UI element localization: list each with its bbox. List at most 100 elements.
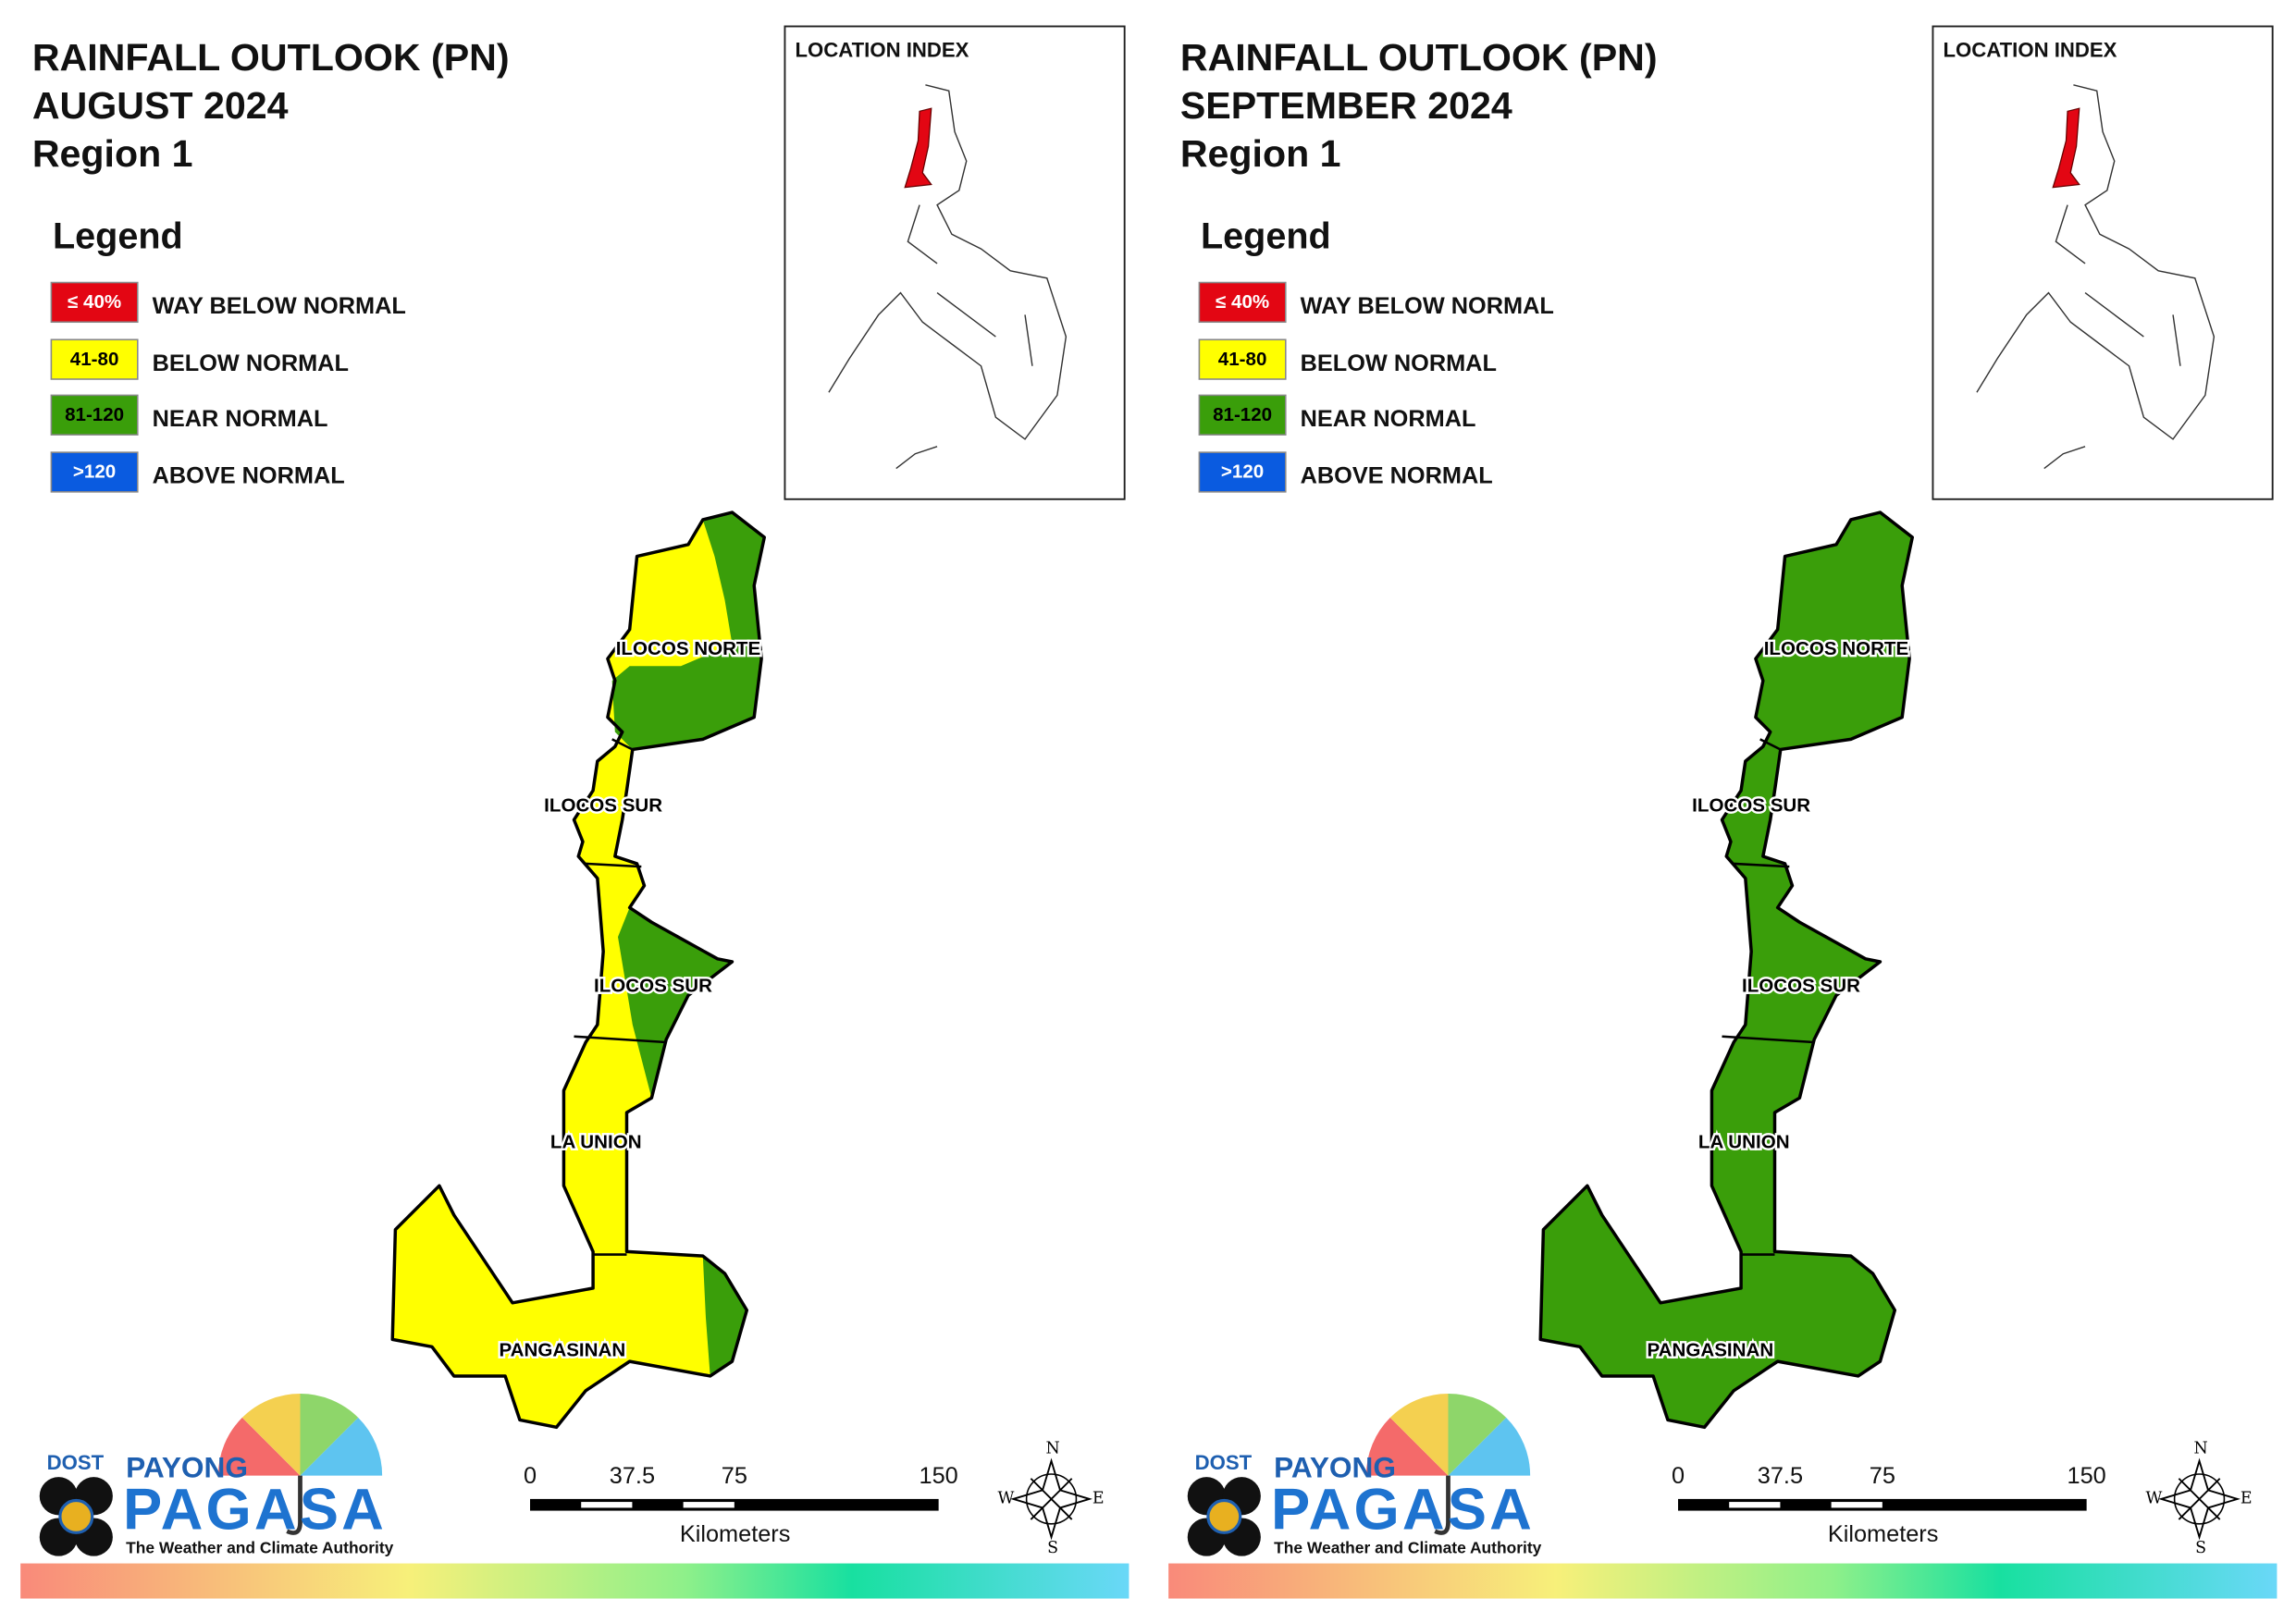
province-border: [574, 1035, 667, 1044]
province-label: LA UNION: [550, 1132, 642, 1153]
umbrella-segment: [1365, 1417, 1449, 1476]
zone-fill: [611, 512, 765, 750]
legend-label: ≤ 40%: [1216, 291, 1269, 313]
title-line: AUGUST 2024: [32, 84, 289, 127]
legend-text: ABOVE NORMAL: [1301, 463, 1493, 489]
legend-text: WAY BELOW NORMAL: [1301, 293, 1554, 319]
scale-unit: Kilometers: [680, 1521, 791, 1547]
legend-label: >120: [1221, 461, 1264, 483]
compass-letter: W: [998, 1489, 1015, 1507]
logo-name: PAGASA: [1271, 1477, 1535, 1542]
legend-swatch: [1198, 451, 1287, 493]
province-label: ILOCOS SUR: [544, 795, 662, 817]
logo-brand: PAYONG: [1274, 1451, 1396, 1484]
province-border: [1759, 738, 1782, 751]
scale-segment: [683, 1502, 734, 1508]
legend-text: NEAR NORMAL: [1301, 406, 1476, 432]
title-line: RAINFALL OUTLOOK (PN): [1180, 36, 1658, 79]
province-border: [586, 862, 642, 868]
compass-rose: [2158, 1457, 2240, 1541]
panel: RAINFALL OUTLOOK (PN) SEPTEMBER 2024 Regio…: [1168, 25, 2277, 1599]
zone-fill: [617, 907, 733, 1099]
title-line: SEPTEMBER 2024: [1180, 84, 1512, 127]
legend-label: 41-80: [1218, 349, 1267, 370]
compass-letter: E: [1092, 1489, 1105, 1507]
panel: RAINFALL OUTLOOK (PN) AUGUST 2024 Region 1…: [20, 25, 1129, 1599]
umbrella-segment: [217, 1417, 301, 1476]
umbrella-segment: [300, 1417, 383, 1476]
umbrella-segment: [300, 1393, 359, 1476]
scale-tick-label: 37.5: [610, 1463, 655, 1489]
compass-letter: E: [2240, 1489, 2253, 1507]
title-line: RAINFALL OUTLOOK (PN): [32, 36, 510, 79]
compass-letter: S: [1047, 1539, 1058, 1557]
logo-tagline: The Weather and Climate Authority: [1274, 1538, 1541, 1556]
scale-segment: [581, 1502, 633, 1508]
scale-segment: [1831, 1502, 1882, 1508]
umbrella-segment: [1448, 1417, 1531, 1476]
province-border: [1734, 862, 1790, 868]
legend-label: >120: [73, 461, 116, 483]
legend-title: Legend: [1201, 215, 1331, 256]
scale-tick-label: 75: [722, 1463, 747, 1489]
province-border: [1722, 1035, 1815, 1044]
legend-swatch: [1198, 281, 1287, 324]
legend-swatch: [1198, 394, 1287, 436]
umbrella-segment: [1389, 1393, 1449, 1476]
logo-tagline: The Weather and Climate Authority: [126, 1538, 393, 1556]
logo-center: [58, 1498, 94, 1534]
province-label: ILOCOS SUR: [1692, 795, 1810, 817]
umbrella-handle: [1434, 1475, 1450, 1535]
legend-swatch: [50, 394, 139, 436]
scale-segment: [1729, 1502, 1781, 1508]
legend-swatch: [50, 338, 139, 380]
scale-tick-label: 0: [524, 1463, 537, 1489]
legend-text: BELOW NORMAL: [153, 350, 349, 376]
footer-strip: [1168, 1563, 2277, 1599]
compass-letter: S: [2195, 1539, 2206, 1557]
location-index-frame: [1932, 25, 2274, 500]
inset-philippines: [1976, 84, 2216, 470]
region-outline: [390, 510, 767, 1430]
scale-unit: Kilometers: [1828, 1521, 1939, 1547]
province-label: ILOCOS NORTE: [616, 638, 761, 659]
umbrella-segment: [241, 1393, 301, 1476]
legend-label: 41-80: [70, 349, 119, 370]
inset-region-1: [904, 107, 932, 189]
inset-philippines: [828, 84, 1068, 470]
logo-agency: DOST: [1195, 1451, 1253, 1474]
legend-label: 81-120: [65, 404, 124, 425]
umbrella-segment: [1448, 1393, 1507, 1476]
scale-tick-label: 37.5: [1758, 1463, 1803, 1489]
province-label: PANGASINAN: [499, 1339, 625, 1360]
inset-region-1: [2052, 107, 2080, 189]
province-label: PANGASINAN: [1647, 1339, 1773, 1360]
compass-rose: [1010, 1457, 1092, 1541]
province-label: LA UNION: [1698, 1132, 1790, 1153]
compass-letter: N: [1045, 1440, 1059, 1458]
logo-name: PAGASA: [123, 1477, 387, 1542]
title-line: Region 1: [32, 132, 193, 175]
logo-brand: PAYONG: [126, 1451, 248, 1484]
legend-label: 81-120: [1213, 404, 1272, 425]
legend-swatch: [50, 281, 139, 324]
region-outline: [1538, 510, 1915, 1430]
province-label: ILOCOS SUR: [594, 975, 712, 996]
logo-agency: DOST: [47, 1451, 105, 1474]
footer-strip: [20, 1563, 1129, 1599]
province-label: ILOCOS NORTE: [1764, 638, 1909, 659]
umbrella-handle: [286, 1475, 302, 1535]
scale-tick-label: 75: [1870, 1463, 1895, 1489]
legend-swatch: [50, 451, 139, 493]
province-border: [611, 738, 634, 751]
legend-title: Legend: [53, 215, 183, 256]
scale-tick-label: 150: [920, 1463, 958, 1489]
location-index-title: LOCATION INDEX: [796, 38, 969, 61]
scale-tick-label: 150: [2068, 1463, 2106, 1489]
logo-center: [1206, 1498, 1242, 1534]
compass-ring: [2173, 1473, 2226, 1525]
region-fill: [1540, 512, 1913, 1428]
legend-text: NEAR NORMAL: [153, 406, 328, 432]
compass-letter: N: [2193, 1440, 2207, 1458]
